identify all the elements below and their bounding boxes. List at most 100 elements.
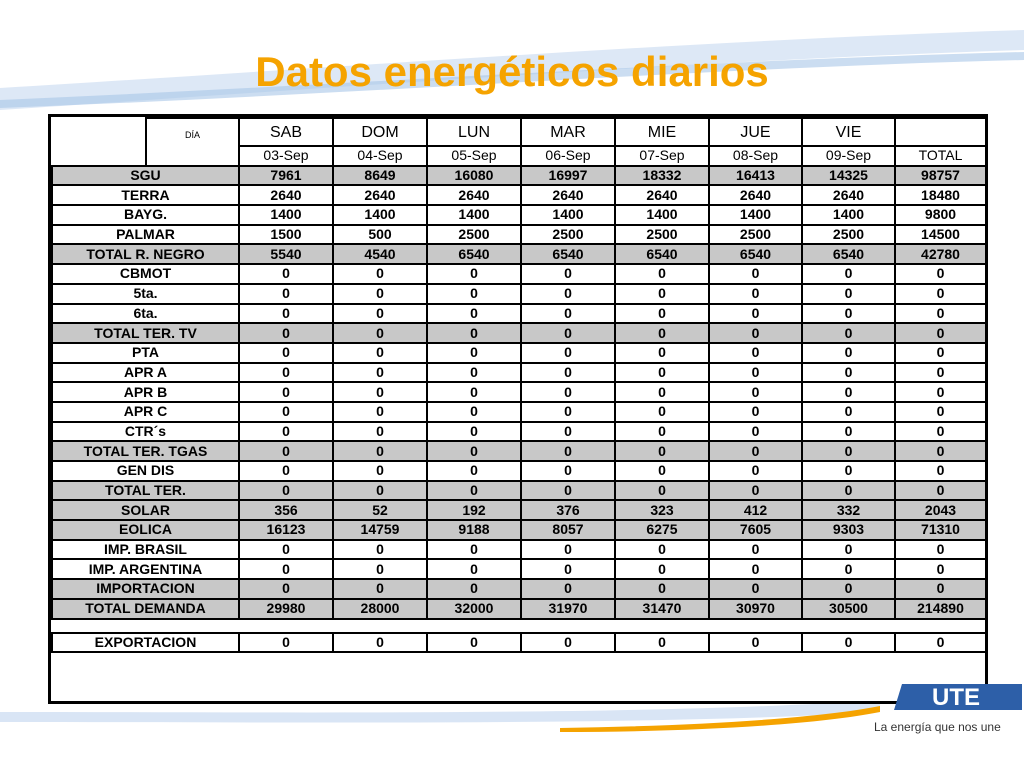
value-cell: 0 xyxy=(520,440,616,462)
day-header: DOM xyxy=(332,117,428,147)
value-cell: 0 xyxy=(520,263,616,285)
day-header: LUN xyxy=(426,117,522,147)
table-row: SOLAR 356 52 192 376 323 412 332 2043 xyxy=(51,499,987,522)
value-cell: 0 xyxy=(426,440,522,462)
value-cell: 0 xyxy=(238,558,334,581)
value-cell: 192 xyxy=(426,499,522,522)
value-cell: 0 xyxy=(238,322,334,344)
total-cell: 0 xyxy=(894,440,987,462)
value-cell: 332 xyxy=(801,499,896,522)
row-label: TOTAL TER. TV xyxy=(51,322,240,344)
value-cell: 6275 xyxy=(614,519,710,541)
value-cell: 1400 xyxy=(238,204,334,226)
value-cell: 0 xyxy=(708,578,803,600)
value-cell: 0 xyxy=(426,578,522,600)
value-cell: 0 xyxy=(708,479,803,502)
value-cell: 52 xyxy=(332,499,428,522)
value-cell: 0 xyxy=(332,440,428,462)
value-cell: 1500 xyxy=(238,223,334,246)
value-cell: 0 xyxy=(801,282,896,305)
value-cell: 0 xyxy=(614,578,710,600)
value-cell: 0 xyxy=(332,578,428,600)
value-cell: 0 xyxy=(238,263,334,285)
total-cell: 0 xyxy=(894,538,987,561)
energy-table: DÍA SAB DOM LUN MAR MIE JUE VIE 03-Sep 0… xyxy=(51,117,987,654)
table-row: TOTAL TER. 0 0 0 0 0 0 0 0 xyxy=(51,479,987,502)
value-cell: 0 xyxy=(332,538,428,561)
value-cell: 0 xyxy=(332,341,428,364)
value-cell: 0 xyxy=(238,479,334,502)
row-label: EXPORTACION xyxy=(51,631,240,654)
total-cell: 0 xyxy=(894,420,987,443)
svg-text:UTE: UTE xyxy=(932,684,980,711)
value-cell: 16080 xyxy=(426,164,522,187)
value-cell: 5540 xyxy=(238,243,334,266)
value-cell: 0 xyxy=(426,341,522,364)
table-row: IMPORTACION 0 0 0 0 0 0 0 0 xyxy=(51,578,987,600)
value-cell: 14759 xyxy=(332,519,428,541)
logo-tagline: La energía que nos une xyxy=(874,720,1001,734)
value-cell: 0 xyxy=(238,460,334,482)
value-cell: 0 xyxy=(708,558,803,581)
value-cell: 8057 xyxy=(520,519,616,541)
value-cell: 0 xyxy=(801,440,896,462)
value-cell: 0 xyxy=(426,558,522,581)
value-cell: 0 xyxy=(708,420,803,443)
value-cell: 0 xyxy=(801,263,896,285)
day-header: SAB xyxy=(238,117,334,147)
value-cell: 7961 xyxy=(238,164,334,187)
value-cell: 0 xyxy=(426,631,522,654)
table-row: GEN DIS 0 0 0 0 0 0 0 0 xyxy=(51,460,987,482)
value-cell: 0 xyxy=(520,538,616,561)
value-cell: 1400 xyxy=(332,204,428,226)
row-label: TOTAL TER. TGAS xyxy=(51,440,240,462)
row-label: SGU xyxy=(51,164,240,187)
value-cell: 0 xyxy=(426,381,522,403)
value-cell: 0 xyxy=(332,400,428,423)
date-header: 05-Sep xyxy=(426,145,522,167)
value-cell: 0 xyxy=(426,282,522,305)
value-cell: 0 xyxy=(801,400,896,423)
total-cell: 0 xyxy=(894,558,987,581)
value-cell: 0 xyxy=(801,322,896,344)
value-cell: 0 xyxy=(614,631,710,654)
value-cell: 0 xyxy=(238,282,334,305)
value-cell: 14325 xyxy=(801,164,896,187)
total-cell: 0 xyxy=(894,341,987,364)
table-row: EXPORTACION 0 0 0 0 0 0 0 0 xyxy=(51,631,987,654)
table-row: PALMAR 1500 500 2500 2500 2500 2500 2500 14500 xyxy=(51,223,987,246)
date-header: 04-Sep xyxy=(332,145,428,167)
value-cell: 0 xyxy=(708,263,803,285)
header-corner xyxy=(52,118,146,166)
value-cell: 2500 xyxy=(708,223,803,246)
value-cell: 0 xyxy=(238,361,334,384)
row-label: APR B xyxy=(51,381,240,403)
row-label: 5ta. xyxy=(51,282,240,305)
value-cell: 0 xyxy=(332,420,428,443)
total-cell: 18480 xyxy=(894,184,987,207)
table-row: TOTAL TER. TGAS 0 0 0 0 0 0 0 0 xyxy=(51,440,987,462)
value-cell: 16123 xyxy=(238,519,334,541)
value-cell: 412 xyxy=(708,499,803,522)
value-cell: 32000 xyxy=(426,597,522,620)
value-cell: 0 xyxy=(708,460,803,482)
value-cell: 0 xyxy=(332,479,428,502)
value-cell: 0 xyxy=(801,341,896,364)
value-cell: 0 xyxy=(332,263,428,285)
value-cell: 0 xyxy=(238,440,334,462)
table-row: CTR´s 0 0 0 0 0 0 0 0 xyxy=(51,420,987,443)
value-cell: 0 xyxy=(332,558,428,581)
total-cell: 0 xyxy=(894,263,987,285)
value-cell: 0 xyxy=(614,341,710,364)
value-cell: 0 xyxy=(332,381,428,403)
total-cell: 98757 xyxy=(894,164,987,187)
date-header: 03-Sep xyxy=(238,145,334,167)
value-cell: 0 xyxy=(520,341,616,364)
date-header: 06-Sep xyxy=(520,145,616,167)
value-cell: 0 xyxy=(614,381,710,403)
value-cell: 0 xyxy=(614,322,710,344)
table-row: 5ta. 0 0 0 0 0 0 0 0 xyxy=(51,282,987,305)
row-label: 6ta. xyxy=(51,302,240,325)
value-cell: 2500 xyxy=(801,223,896,246)
